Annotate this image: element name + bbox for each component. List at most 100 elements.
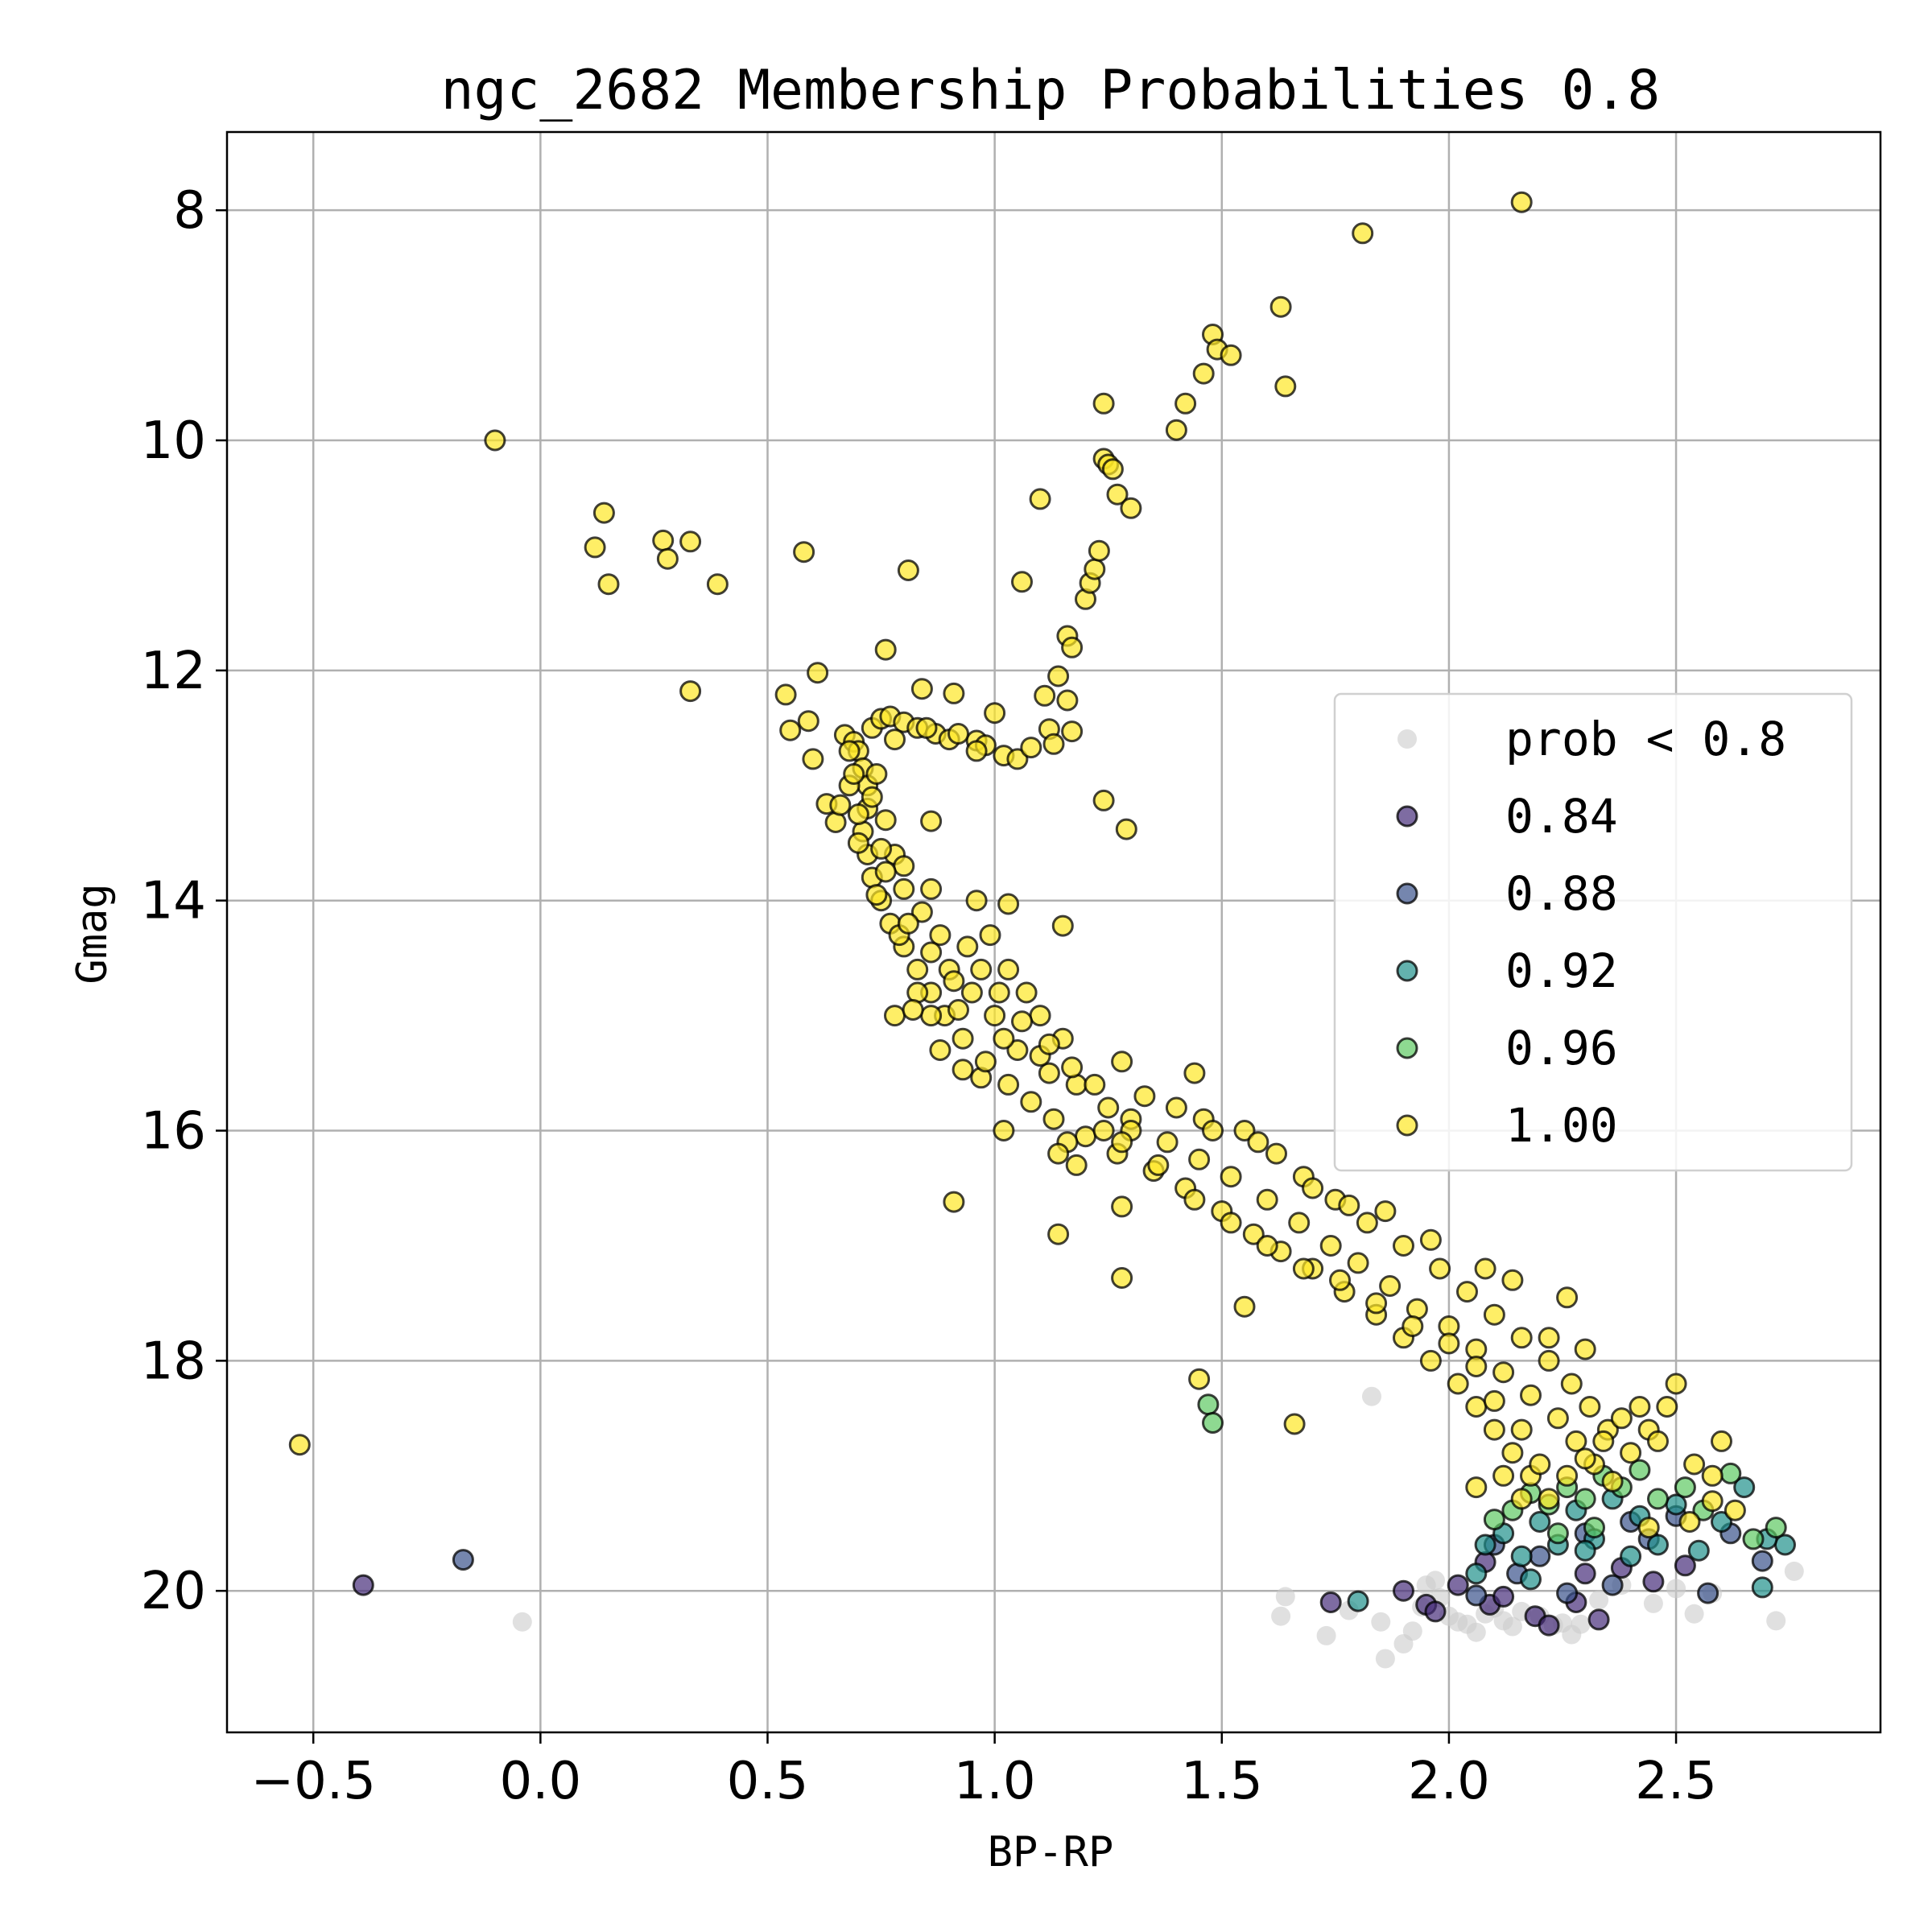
data-point	[1474, 1534, 1496, 1556]
data-point	[929, 1039, 952, 1061]
data-point	[1701, 1464, 1724, 1487]
data-point	[1038, 1033, 1060, 1055]
data-point	[1465, 1584, 1488, 1607]
data-points	[288, 191, 1804, 1669]
data-point	[1006, 748, 1029, 770]
y-tick-label: 18	[141, 1331, 206, 1391]
data-point	[956, 935, 979, 958]
data-point	[829, 794, 852, 816]
data-point	[874, 861, 897, 883]
data-point	[1529, 1511, 1551, 1533]
data-point	[1697, 1582, 1719, 1604]
data-point	[1447, 1574, 1469, 1596]
data-point	[906, 958, 929, 980]
data-point	[1111, 1195, 1133, 1218]
data-point	[1701, 1490, 1724, 1513]
data-point	[947, 723, 969, 745]
data-point	[1711, 1430, 1732, 1452]
data-point	[1188, 1368, 1211, 1390]
data-point	[1579, 1396, 1601, 1418]
data-point	[988, 981, 1010, 1004]
data-point	[1133, 1085, 1156, 1108]
data-point	[997, 893, 1020, 915]
data-point	[1020, 737, 1042, 759]
data-point	[1419, 1349, 1442, 1372]
data-point	[1642, 1571, 1665, 1593]
data-point	[897, 912, 919, 935]
data-point	[965, 890, 988, 912]
data-point	[1256, 1235, 1278, 1257]
data-point	[1742, 1528, 1765, 1550]
data-point	[1192, 362, 1215, 385]
y-tick-label: 10	[141, 411, 206, 471]
y-axis-label: Gmag	[68, 883, 117, 984]
data-point	[1765, 1517, 1787, 1539]
data-point	[1042, 1108, 1065, 1130]
data-point	[1556, 1464, 1579, 1487]
data-point	[893, 877, 915, 900]
data-point	[1510, 1327, 1533, 1349]
data-point	[1424, 1600, 1447, 1623]
data-point	[1665, 1373, 1687, 1395]
data-point	[1029, 1005, 1051, 1027]
data-point	[1092, 392, 1115, 415]
data-point	[943, 970, 965, 993]
data-point	[1011, 571, 1033, 593]
data-point	[1483, 1418, 1505, 1441]
data-point	[1034, 684, 1056, 707]
data-point	[1316, 1625, 1336, 1645]
data-point	[1610, 1407, 1633, 1430]
data-point	[1483, 1389, 1505, 1412]
data-point	[1220, 1212, 1242, 1234]
data-point	[1674, 1476, 1696, 1499]
data-point	[1711, 1511, 1732, 1533]
data-point	[847, 832, 869, 854]
data-point	[1465, 1476, 1488, 1499]
data-point	[1111, 1051, 1133, 1073]
data-point	[1111, 1267, 1133, 1289]
data-point	[865, 763, 888, 785]
data-point	[1571, 1614, 1591, 1634]
data-point	[1766, 1611, 1786, 1631]
data-point	[910, 678, 933, 700]
data-point	[1574, 1539, 1596, 1562]
data-point	[1574, 1488, 1596, 1510]
data-point	[1538, 1327, 1560, 1349]
data-point	[965, 740, 988, 762]
data-point	[910, 901, 933, 923]
y-tick-label: 12	[141, 642, 206, 701]
x-tick-label: 0.5	[727, 1752, 809, 1811]
data-point	[1556, 1582, 1579, 1604]
data-point	[652, 529, 675, 551]
data-point	[1546, 1522, 1569, 1545]
data-point	[1492, 1585, 1515, 1608]
data-point	[1520, 1384, 1542, 1406]
data-point	[1402, 1315, 1424, 1337]
data-point	[1011, 1010, 1033, 1033]
data-point	[1156, 1131, 1179, 1154]
data-point	[1084, 558, 1106, 580]
data-point	[838, 740, 861, 762]
data-point	[1647, 1534, 1669, 1556]
data-point	[1502, 1616, 1522, 1637]
data-point	[1637, 1517, 1660, 1539]
data-point	[1233, 1120, 1256, 1141]
data-point	[1362, 1386, 1381, 1406]
data-point	[1265, 1142, 1287, 1165]
data-point	[920, 1005, 943, 1027]
data-point	[1574, 1338, 1596, 1360]
data-point	[865, 884, 888, 906]
data-point	[797, 710, 819, 733]
data-point	[1643, 1593, 1663, 1613]
data-point	[1687, 1539, 1710, 1562]
data-point	[1510, 1418, 1533, 1441]
data-point	[1629, 1396, 1651, 1418]
data-point	[902, 999, 924, 1021]
data-point	[1006, 1039, 1029, 1061]
data-point	[774, 683, 797, 706]
data-point	[920, 810, 943, 832]
data-point	[1587, 1608, 1610, 1631]
data-point	[1202, 1120, 1224, 1141]
legend-label: 0.92	[1505, 943, 1618, 998]
data-point	[1292, 1257, 1315, 1280]
